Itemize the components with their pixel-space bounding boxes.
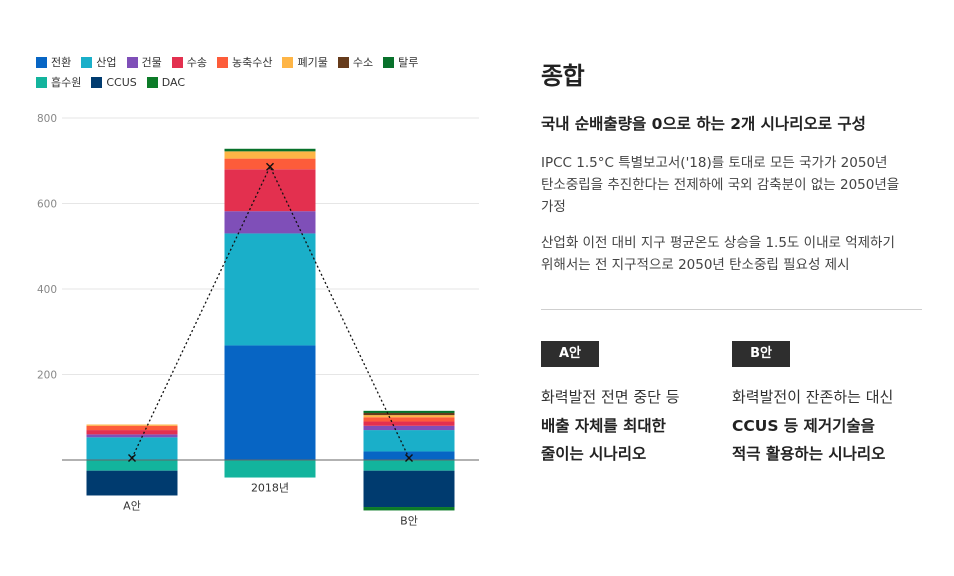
legend-label-nongchuk: 농축수산: [232, 56, 273, 69]
legend-label-jeonhwan: 전환: [51, 56, 72, 69]
legend-label-heupsuwon: 흡수원: [51, 76, 82, 89]
description-paragraph-2: 산업화 이전 대비 지구 평균온도 상승을 1.5도 이내로 억제하기 위해서는…: [541, 232, 922, 276]
legend-swatch-saneop: [81, 56, 93, 68]
stacked-bar-chart: 200 400 600 800 A안 2018년 B안: [37, 113, 479, 527]
bar-segment-0-5: [86, 424, 178, 426]
legend-item-heupsuwon: 흡수원: [36, 74, 81, 90]
paragraph-1-line-3: 가정: [541, 199, 566, 215]
bar-segment-1-8: [224, 460, 316, 478]
bar-segment-1-0: [224, 345, 316, 460]
legend-item-pyegimul: 폐기물: [282, 54, 328, 70]
bar-segment-2-6: [363, 412, 455, 416]
net-marker-2: [405, 454, 413, 462]
legend-swatch-nongchuk: [217, 56, 228, 68]
net-emissions-line: [131, 165, 410, 459]
legend-swatch-geonmul: [126, 56, 138, 68]
scenario-b-line-1: 화력발전이 잔존하는 대신: [732, 388, 894, 406]
legend-label-pyegimul: 폐기물: [297, 56, 328, 69]
scenario-a-line-2: 배출 자체를 최대한: [541, 417, 666, 435]
legend-item-nongchuk: 농축수산: [217, 54, 272, 70]
scenario-a-card: A안 화력발전 전면 중단 등 배출 자체를 최대한 줄이는 시나리오: [541, 341, 680, 464]
legend-item-dac: DAC: [146, 75, 186, 89]
legend-swatch-suso: [337, 56, 349, 68]
legend-label-geonmul: 건물: [141, 56, 162, 69]
legend-label-saneop: 산업: [96, 56, 117, 69]
section-divider: [541, 309, 922, 310]
legend-swatch-susong: [171, 56, 183, 68]
legend-row-1: 전환 산업 건물 수송 농축수산 폐기물 수소 탈루: [36, 52, 456, 72]
panel-title: 종합: [541, 62, 585, 90]
panel-subtitle: 국내 순배출량을 0으로 하는 2개 시나리오로 구성: [541, 115, 866, 133]
paragraph-2-line-1: 산업화 이전 대비 지구 평균온도 상승을 1.5도 이내로 억제하기: [541, 235, 895, 251]
bar-segment-2-1: [363, 430, 455, 452]
chart-legend: 전환 산업 건물 수송 농축수산 폐기물 수소 탈루 흡수원 CCUS DAC: [36, 52, 456, 92]
legend-item-saneop: 산업: [81, 54, 117, 70]
net-marker-1: [266, 162, 274, 171]
legend-swatch-jeonhwan: [36, 56, 47, 68]
scenario-a-badge: A안: [541, 341, 599, 367]
bar-segment-2-3: [363, 421, 455, 426]
bar-segment-2-4: [363, 417, 455, 422]
bar-segment-1-5: [224, 151, 316, 159]
scenario-a-line-3: 줄이는 시나리오: [541, 445, 647, 463]
bar-segment-0-1: [86, 437, 178, 460]
bar-segment-0-8: [86, 460, 178, 471]
bar-segment-2-0: [363, 451, 455, 460]
x-category-label-2: B안: [400, 514, 418, 527]
x-category-label-0: A안: [123, 499, 141, 512]
legend-label-tallu: 탈루: [398, 56, 419, 69]
legend-label-dac: DAC: [161, 75, 186, 89]
legend-swatch-tallu: [383, 56, 395, 68]
y-tick-label-800: 800: [37, 113, 57, 125]
net-marker-0: [128, 454, 136, 462]
legend-swatch-dac: [146, 76, 158, 88]
bar-segment-2-5: [363, 415, 455, 418]
legend-swatch-pyegimul: [282, 56, 294, 68]
bar-segment-0-3: [86, 430, 178, 435]
x-category-label-1: 2018년: [251, 482, 289, 495]
summary-panel: 종합 국내 순배출량을 0으로 하는 2개 시나리오로 구성 IPCC 1.5°…: [541, 56, 922, 273]
bar-segment-2-2: [363, 425, 455, 431]
y-tick-label-400: 400: [37, 284, 57, 296]
scenario-b-line-3: 적극 활용하는 시나리오: [732, 445, 886, 463]
legend-item-ccus: CCUS: [91, 75, 137, 89]
bar-segment-0-2: [86, 434, 178, 438]
legend-label-ccus: CCUS: [106, 75, 137, 89]
scenario-b-line-2: CCUS 등 제거기술을: [732, 417, 875, 435]
bar-segment-1-4: [224, 158, 316, 170]
scenario-b-badge: B안: [732, 341, 790, 367]
bar-segment-1-3: [224, 169, 316, 212]
legend-swatch-ccus: [91, 76, 103, 88]
paragraph-2-line-2: 위해서는 전 지구적으로 2050년 탄소중립 필요성 제시: [541, 257, 850, 273]
paragraph-1-line-2: 탄소중립을 추진한다는 전제하에 국외 감축분이 없는 2050년을: [541, 177, 900, 193]
bar-segment-1-1: [224, 233, 316, 346]
legend-row-2: 흡수원 CCUS DAC: [36, 72, 456, 92]
bar-segment-1-2: [224, 211, 316, 234]
legend-item-susong: 수송: [171, 54, 207, 70]
scenario-b-card: B안 화력발전이 잔존하는 대신 CCUS 등 제거기술을 적극 활용하는 시나…: [732, 341, 893, 464]
legend-swatch-heupsuwon: [36, 76, 47, 88]
bar-segment-2-9: [363, 470, 455, 508]
y-tick-label-600: 600: [37, 199, 57, 211]
legend-item-jeonhwan: 전환: [36, 54, 71, 70]
paragraph-1-line-1: IPCC 1.5°C 특별보고서('18)를 토대로 모든 국가가 2050년: [541, 155, 888, 171]
legend-item-suso: 수소: [337, 54, 374, 70]
bar-segment-2-10: [363, 507, 455, 511]
bar-segment-2-7: [363, 410, 455, 413]
bar-segment-2-8: [363, 460, 455, 471]
legend-item-tallu: 탈루: [383, 54, 418, 70]
scenario-a-line-1: 화력발전 전면 중단 등: [541, 388, 680, 406]
legend-label-susong: 수송: [186, 56, 207, 69]
description-paragraph-1: IPCC 1.5°C 특별보고서('18)를 토대로 모든 국가가 2050년 …: [541, 152, 922, 218]
y-tick-label-200: 200: [37, 370, 57, 382]
bar-segment-0-9: [86, 470, 178, 496]
bar-segment-1-7: [224, 148, 316, 152]
bar-segment-0-4: [86, 425, 178, 431]
legend-label-suso: 수소: [352, 56, 374, 69]
legend-item-geonmul: 건물: [126, 54, 162, 70]
